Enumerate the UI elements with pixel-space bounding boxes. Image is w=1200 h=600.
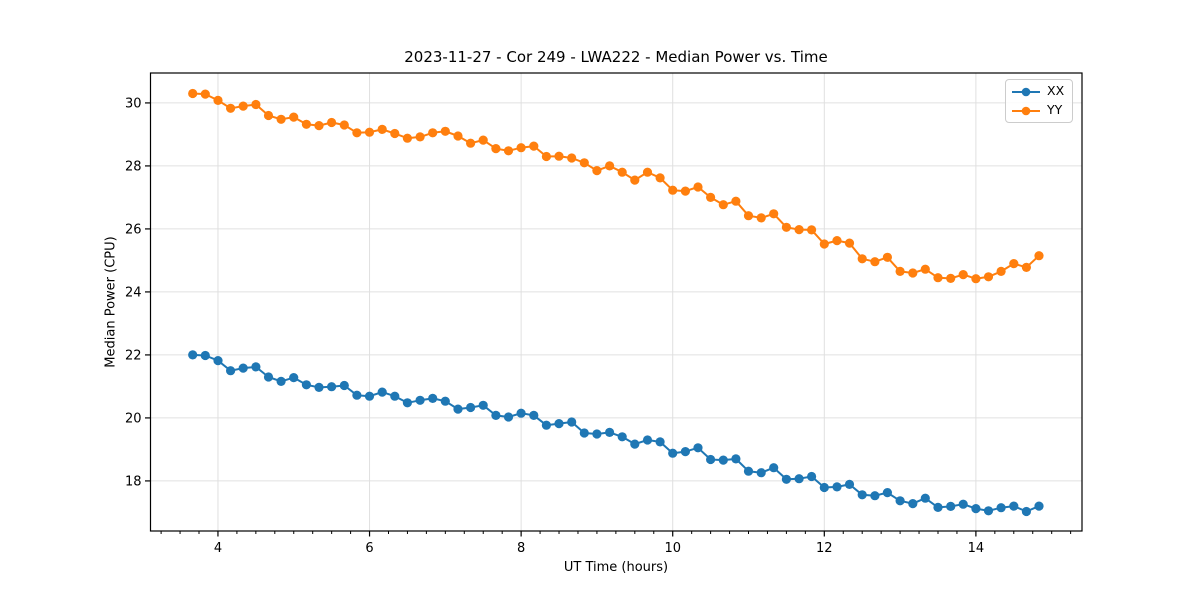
series-XX [188,350,1044,517]
legend: XX YY [1005,79,1073,123]
chart-title: 2023-11-27 - Cor 249 - LWA222 - Median P… [404,48,828,66]
svg-text:18: 18 [125,474,142,489]
x-tick-labels: 4 6 8 10 12 14 [214,541,984,556]
legend-label-xx: XX [1047,83,1065,99]
y-tick-labels: 18 20 22 24 26 28 30 [125,96,142,489]
svg-text:26: 26 [125,222,142,237]
svg-text:8: 8 [517,541,525,556]
svg-text:4: 4 [214,541,222,556]
x-minor-ticks [160,531,1072,534]
svg-text:6: 6 [365,541,373,556]
y-axis-ticks [145,102,151,482]
series-YY [188,88,1044,284]
svg-text:20: 20 [125,411,142,426]
yy-line-sample-icon [1012,106,1040,115]
x-axis-label: UT Time (hours) [563,560,669,575]
svg-text:24: 24 [125,285,142,300]
svg-text:12: 12 [816,541,833,556]
svg-text:30: 30 [125,96,142,111]
xx-line-sample-icon [1012,87,1040,96]
legend-item-xx: XX [1012,85,1066,98]
y-gridlines [150,102,1082,482]
y-axis-label: Median Power (CPU) [103,236,119,368]
svg-text:14: 14 [968,541,985,556]
x-axis-ticks [217,531,977,537]
svg-text:22: 22 [125,348,142,363]
svg-text:28: 28 [125,159,142,174]
x-gridlines [217,73,977,531]
svg-text:10: 10 [664,541,681,556]
legend-item-yy: YY [1012,104,1066,117]
plot-border [149,72,1083,532]
legend-label-yy: YY [1047,102,1063,118]
